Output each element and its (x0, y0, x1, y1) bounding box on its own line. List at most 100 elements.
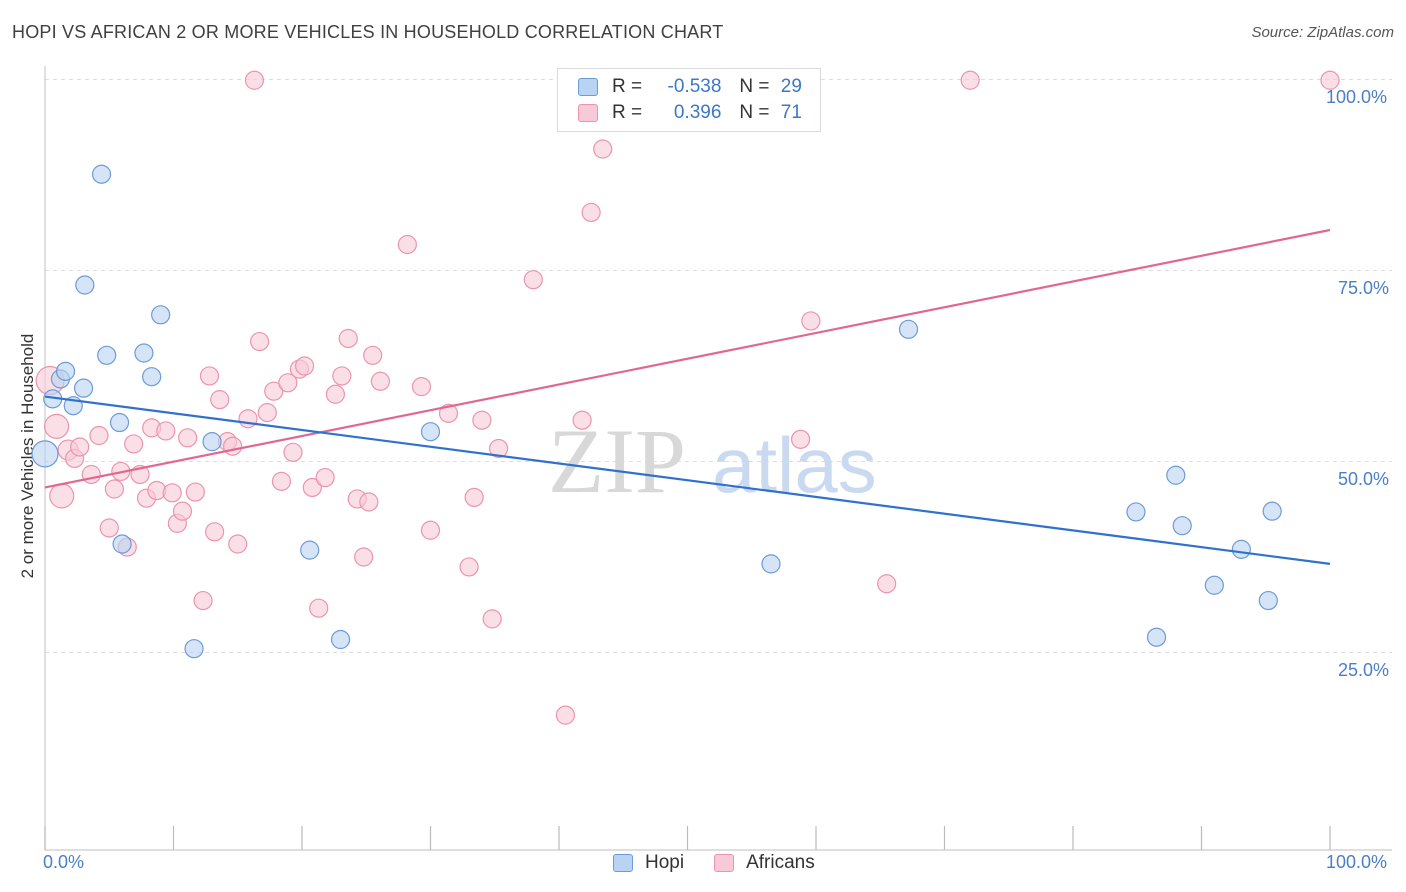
africans-point (489, 438, 509, 459)
hopi-n-value: 29 (780, 76, 802, 97)
hopi-point (1146, 627, 1167, 647)
africans-point (523, 270, 543, 290)
africans-point (185, 482, 205, 502)
watermark: ZIP atlas (548, 410, 877, 512)
hopi-point (109, 412, 130, 433)
africans-point (43, 413, 70, 439)
africans-point (49, 483, 75, 509)
hopi-trend-line (44, 395, 1331, 565)
hopi-point (1231, 539, 1251, 559)
chart-title: HOPI VS AFRICAN 2 OR MORE VEHICLES IN HO… (12, 22, 724, 42)
hopi-point (1166, 465, 1186, 485)
africans-point (397, 234, 417, 255)
africans-point (257, 403, 277, 423)
hopi-point (420, 422, 441, 442)
africans-point (877, 574, 897, 594)
africans-point (555, 705, 576, 725)
legend-africans-label: Africans (746, 852, 815, 873)
africans-point (790, 429, 811, 449)
africans-point (278, 373, 298, 393)
africans-point (593, 139, 613, 159)
source-label: Source: ZipAtlas.com (1251, 24, 1394, 41)
correlation-legend: R = -0.538 N = 29 R = 0.396 N = 71 (557, 68, 821, 132)
africans-point (199, 366, 220, 386)
y-tick-label-25: 25.0% (1338, 660, 1390, 680)
y-tick-label-100: 100.0% (1326, 87, 1388, 107)
africans-point (338, 328, 358, 349)
africans-point (70, 437, 90, 457)
africans-n-value: 71 (780, 102, 802, 123)
africans-point (249, 331, 270, 352)
hopi-point (55, 361, 76, 381)
africans-point (283, 442, 303, 462)
legend-row-hopi: R = -0.538 N = 29 (578, 75, 802, 99)
watermark-zip: ZIP (548, 410, 686, 512)
africans-point (354, 547, 374, 567)
africans-point (210, 390, 230, 410)
hopi-point (300, 540, 320, 560)
hopi-point (1126, 502, 1146, 522)
africans-point (370, 371, 390, 391)
africans-point (960, 70, 980, 90)
africans-point (472, 410, 492, 430)
y-tick-label-50: 50.0% (1338, 469, 1390, 489)
africans-point (172, 501, 193, 521)
legend-hopi-swatch (613, 854, 633, 872)
africans-point (438, 403, 459, 423)
africans-point (294, 356, 315, 376)
gridlines (45, 79, 1392, 653)
africans-point (223, 436, 243, 456)
africans-point (1320, 70, 1340, 90)
africans-point (325, 384, 346, 404)
hopi-point (761, 554, 781, 574)
africans-point (363, 345, 383, 365)
africans-point (264, 381, 284, 401)
africans-trend-line (44, 228, 1331, 489)
africans-point (228, 534, 248, 554)
africans-point (178, 428, 198, 448)
africans-point (420, 520, 441, 540)
hopi-point (112, 534, 132, 554)
africans-point (244, 70, 265, 90)
x-tick-label-max: 100.0% (1326, 852, 1388, 872)
africans-point (309, 598, 329, 618)
series-legend: Hopi Africans (613, 852, 815, 874)
africans-point (315, 467, 335, 488)
africans-point (302, 477, 322, 498)
hopi-point (91, 164, 112, 184)
hopi-point (31, 440, 59, 468)
hopi-point (142, 367, 162, 387)
hopi-point (134, 343, 154, 363)
africans-point (572, 410, 592, 430)
hopi-point (898, 319, 919, 339)
hopi-swatch (578, 78, 598, 96)
africans-point (464, 487, 484, 508)
legend-hopi-label: Hopi (645, 852, 685, 873)
hopi-point (184, 639, 204, 659)
africans-point (124, 434, 144, 454)
africans-point (801, 311, 821, 331)
trend-lines (44, 228, 1331, 565)
hopi-point (97, 345, 117, 365)
x-tick-label-min: 0.0% (43, 852, 85, 872)
africans-point (162, 483, 182, 503)
hopi-point (151, 305, 171, 325)
africans-point (81, 464, 101, 485)
africans-point (459, 557, 479, 577)
africans-point (99, 518, 119, 538)
africans-swatch (578, 104, 598, 122)
africans-point (104, 479, 124, 499)
africans-point (205, 522, 225, 542)
africans-r-label: R = (612, 102, 643, 123)
hopi-r-label: R = (612, 76, 643, 97)
legend-africans-swatch (714, 854, 735, 872)
africans-points (35, 70, 1340, 725)
hopi-point (1258, 590, 1278, 611)
africans-point (193, 590, 213, 611)
africans-r-value: 0.396 (673, 102, 722, 123)
hopi-point (1262, 501, 1282, 521)
hopi-point (330, 629, 351, 650)
hopi-point (202, 432, 222, 452)
y-tick-label-75: 75.0% (1338, 278, 1390, 298)
